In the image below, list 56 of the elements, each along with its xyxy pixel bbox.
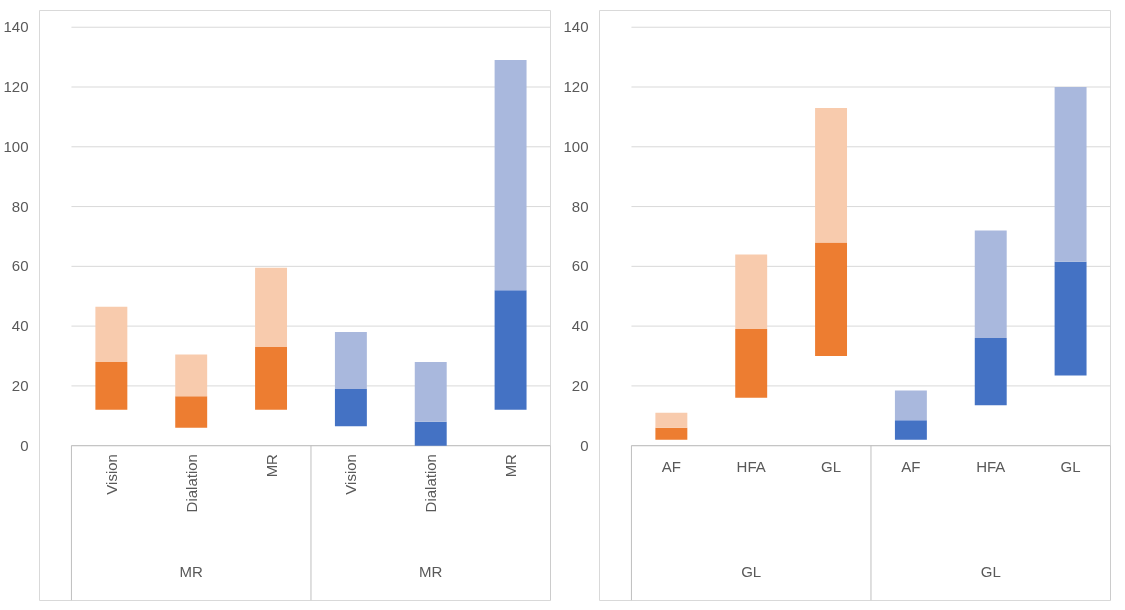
x-tick-label: AF (901, 458, 921, 476)
y-tick-label: 20 (11, 376, 29, 394)
y-tick-label: 80 (571, 197, 589, 215)
y-tick-label: 80 (11, 197, 29, 215)
bar (334, 332, 367, 389)
bar (974, 338, 1007, 406)
bar (494, 290, 527, 410)
x-tick-label: Dialation (422, 454, 440, 513)
bar (414, 421, 447, 446)
bar (655, 427, 688, 440)
bar (655, 412, 688, 428)
x-tick-label: Vision (102, 454, 120, 495)
bar (95, 361, 128, 410)
x-tick-label: HFA (976, 458, 1006, 476)
text: GL (980, 562, 1001, 580)
bar (735, 254, 768, 330)
bar (815, 107, 848, 243)
y-tick-label: 0 (20, 436, 29, 454)
bar (255, 267, 288, 348)
y-tick-label: 100 (3, 137, 29, 155)
bar (815, 242, 848, 357)
text: MR (419, 562, 443, 580)
x-tick-label: MR (502, 453, 520, 478)
x-tick-label: GL (1060, 458, 1081, 476)
y-tick-label: 0 (580, 436, 589, 454)
bar (735, 329, 768, 398)
y-tick-label: 40 (571, 317, 589, 335)
x-tick-label: MR (262, 453, 280, 478)
bar (1054, 87, 1087, 262)
y-tick-label: 140 (3, 18, 29, 36)
bar (894, 420, 927, 440)
text: GL (741, 562, 762, 580)
bar (894, 390, 927, 421)
x-tick-label: GL (821, 458, 842, 476)
y-tick-label: 120 (563, 78, 589, 96)
y-tick-label: 40 (11, 317, 29, 335)
bar (175, 396, 208, 428)
y-tick-label: 60 (11, 257, 29, 275)
bar (175, 354, 208, 397)
bar (974, 230, 1007, 339)
text: MR (179, 562, 204, 580)
bar (255, 347, 288, 410)
bar (334, 388, 367, 427)
bar (1054, 261, 1087, 376)
bar (494, 60, 527, 291)
x-tick-label: AF (661, 458, 681, 476)
x-tick-label: Dialation (182, 454, 200, 513)
bar (95, 306, 128, 362)
y-tick-label: 100 (563, 137, 589, 155)
bar (414, 361, 447, 422)
y-tick-label: 120 (3, 78, 29, 96)
y-tick-label: 20 (571, 376, 589, 394)
y-tick-label: 140 (563, 18, 589, 36)
y-tick-label: 60 (571, 257, 589, 275)
x-tick-label: Vision (342, 454, 360, 495)
x-tick-label: HFA (736, 458, 766, 476)
